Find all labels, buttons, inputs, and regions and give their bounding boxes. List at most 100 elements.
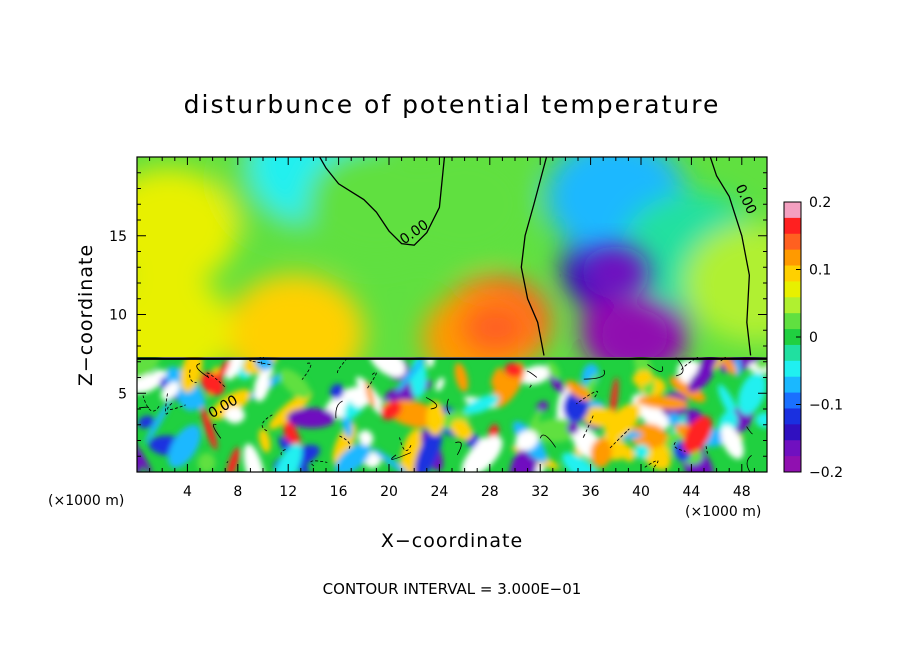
colorbar-swatch xyxy=(784,281,801,298)
colorbar-tick-label: −0.2 xyxy=(809,465,843,481)
turbulence-contour xyxy=(609,428,630,449)
colorbar-swatch xyxy=(784,265,801,282)
turbulence-contour xyxy=(391,452,412,460)
colorbar-tick-label: 0.2 xyxy=(809,195,831,211)
colorbar-swatch xyxy=(784,233,801,251)
turbulence-contour xyxy=(335,400,343,419)
colorbar-swatch xyxy=(784,456,801,473)
turbulence-eddy xyxy=(722,357,737,376)
turbulence-eddy xyxy=(214,358,231,386)
turbulence-contour xyxy=(583,369,605,380)
colorbar-swatch xyxy=(784,440,801,457)
turbulence-eddy xyxy=(755,412,767,428)
x-unit-note-right: (×1000 m) xyxy=(685,504,761,520)
field-sample xyxy=(224,273,365,357)
upper-field-layer xyxy=(137,157,767,357)
turbulence-eddy xyxy=(358,430,374,446)
x-tick-label: 8 xyxy=(233,484,242,500)
turbulence-eddy xyxy=(414,427,443,472)
turbulence-contour xyxy=(301,362,312,380)
field-sample xyxy=(137,168,239,288)
turbulence-contour xyxy=(261,413,274,432)
turbulence-contour xyxy=(339,435,351,449)
turbulence-eddy xyxy=(371,447,410,472)
zero-contour-line xyxy=(319,157,446,246)
colorbar-tick-label: −0.1 xyxy=(809,398,843,414)
colorbar-tick-label: 0 xyxy=(809,330,818,346)
colorbar-swatch xyxy=(784,202,801,219)
turbulence-eddy xyxy=(565,380,592,402)
turbulence-contour xyxy=(196,363,209,378)
turbulence-contour xyxy=(189,369,197,383)
turbulence-eddy xyxy=(137,357,161,380)
x-tick-label: 12 xyxy=(279,484,297,500)
turbulence-eddy xyxy=(515,430,538,451)
colorbar-swatch xyxy=(784,297,801,314)
turbulence-eddy xyxy=(334,442,371,472)
turbulence-contour xyxy=(398,435,412,452)
turbulence-contour xyxy=(526,370,538,378)
turbulence-eddy xyxy=(395,357,428,393)
zero-contour-line xyxy=(520,157,548,356)
turbulence-eddy xyxy=(181,361,197,379)
turbulence-eddy xyxy=(549,373,565,394)
x-tick-label: 24 xyxy=(430,484,448,500)
turbulence-contour xyxy=(142,395,160,412)
turbulence-eddy xyxy=(138,415,155,429)
y-tick-label: 15 xyxy=(109,229,127,245)
x-tick-label: 36 xyxy=(582,484,600,500)
turbulence-eddy xyxy=(197,452,216,472)
colorbar-swatch xyxy=(784,424,801,441)
turbulence-eddy xyxy=(225,357,244,380)
field-sample xyxy=(684,223,767,343)
turbulence-eddy xyxy=(426,400,445,436)
turbulence-eddy xyxy=(737,372,767,415)
x-tick-label: 32 xyxy=(531,484,549,500)
turbulence-eddy xyxy=(603,403,641,442)
turbulence-contour xyxy=(576,390,598,405)
turbulence-eddy xyxy=(137,373,161,394)
turbulence-eddy xyxy=(435,377,445,392)
turbulence-contour xyxy=(226,459,230,464)
zero-contour-line xyxy=(709,157,752,356)
colorbar: 0.2 0.1 0 −0.1 −0.2 xyxy=(783,195,843,481)
turbulence-eddy xyxy=(669,376,706,403)
turbulence-eddy xyxy=(519,365,552,385)
turbulence-eddy xyxy=(450,419,473,441)
x-tick-label: 40 xyxy=(632,484,650,500)
turbulence-eddy xyxy=(491,367,503,387)
turbulence-eddy xyxy=(243,443,265,472)
turbulence-eddy xyxy=(667,413,681,426)
turbulence-contour xyxy=(705,446,708,454)
turbulence-contour xyxy=(746,454,752,472)
turbulence-eddy xyxy=(546,361,560,379)
turbulence-eddy xyxy=(272,443,303,472)
turbulence-contour xyxy=(446,398,451,415)
turbulence-contour xyxy=(455,441,462,456)
colorbar-swatch xyxy=(784,249,801,267)
turbulence-eddy xyxy=(509,445,538,472)
colorbar-swatch xyxy=(784,408,801,425)
y-tick-label: 10 xyxy=(109,308,127,324)
turbulence-contour xyxy=(529,383,532,388)
turbulence-eddy xyxy=(526,408,542,437)
turbulence-eddy xyxy=(137,432,152,472)
turbulence-eddy xyxy=(687,366,714,393)
chart-title: disturbunce of potential temperature xyxy=(184,90,721,119)
turbulence-eddy xyxy=(224,406,245,424)
x-unit-note-left: (×1000 m) xyxy=(48,493,124,509)
turbulence-eddy xyxy=(368,357,406,378)
boundary-layer-field: 0.00 xyxy=(137,357,767,472)
x-tick-label: 20 xyxy=(380,484,398,500)
x-tick-label: 16 xyxy=(330,484,348,500)
turbulence-eddy xyxy=(253,370,270,402)
turbulence-eddy xyxy=(622,446,636,462)
turbulence-eddy xyxy=(330,384,344,399)
turbulence-eddy xyxy=(286,407,336,429)
field-core xyxy=(462,301,531,354)
y-axis-label: Z−coordinate xyxy=(75,244,97,386)
x-tick-label: 28 xyxy=(481,484,499,500)
field-sample xyxy=(394,157,535,264)
turbulence-eddy xyxy=(144,398,172,445)
turbulence-eddy xyxy=(279,368,311,399)
